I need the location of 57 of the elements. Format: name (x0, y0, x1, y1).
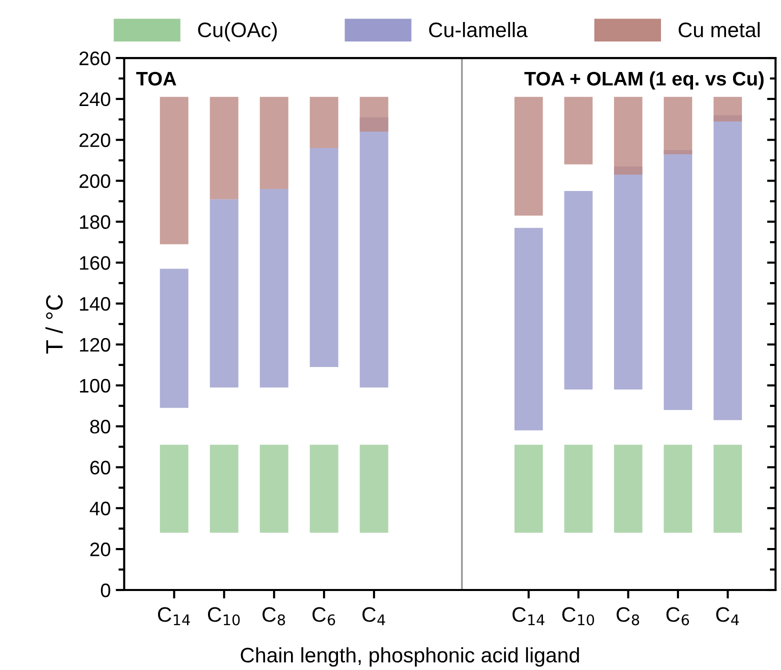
y-tick-label: 260 (80, 51, 110, 66)
legend-label: Cu(OAc) (198, 22, 277, 42)
bar (160, 444, 188, 533)
bar (310, 148, 338, 367)
bar (310, 444, 338, 533)
x-tick-label: C$_{4}$ (362, 607, 386, 626)
x-tick-label: C$_{10}$ (208, 607, 240, 626)
x-tick-label: C$_{6}$ (312, 607, 336, 626)
bar (514, 444, 543, 533)
bar (564, 444, 593, 533)
bar (714, 96, 742, 122)
bar (210, 96, 238, 200)
bar (664, 444, 692, 533)
x-tick-label: C$_{10}$ (562, 607, 594, 626)
y-tick-label: 200 (80, 174, 110, 188)
bar (564, 96, 593, 164)
x-tick-label: C$_{14}$ (158, 607, 190, 626)
bar (210, 444, 238, 533)
y-tick-label: 120 (80, 338, 110, 352)
bar (614, 444, 642, 533)
bar (160, 96, 188, 244)
text: TOA + OLAM (1 eq. vs Cu) (524, 71, 764, 90)
bar (614, 96, 642, 175)
text: TOA (136, 72, 176, 86)
bar (160, 268, 188, 408)
bar (210, 199, 238, 388)
y-tick-label: 80 (90, 420, 110, 434)
y-tick-label: 240 (80, 92, 110, 106)
y-tick-label: 160 (80, 256, 110, 270)
legend-label: Cu-lamella (429, 22, 528, 38)
y-tick-label: 60 (90, 460, 110, 474)
bar (564, 191, 593, 390)
bar (360, 96, 388, 132)
y-tick-label: 220 (80, 133, 110, 148)
x-tick-label: C$_{6}$ (666, 607, 689, 626)
x-tick-label: C$_{4}$ (716, 607, 739, 626)
y-tick-label: 20 (90, 542, 110, 556)
y-tick-label: 40 (90, 502, 110, 516)
x-tick-label: C$_{8}$ (616, 607, 640, 626)
bar (514, 96, 543, 216)
y-axis-title: T / °C (45, 294, 63, 354)
bar (664, 96, 692, 154)
bar (260, 96, 288, 189)
bar (260, 188, 288, 388)
legend-label: Cu metal (678, 22, 760, 38)
bar (514, 228, 543, 430)
y-tick-label: 100 (80, 378, 110, 393)
y-tick-label: 140 (80, 297, 110, 311)
bar (714, 444, 742, 533)
bar (310, 96, 338, 148)
x-axis-title: Chain length, phosphonic acid ligand (240, 647, 579, 667)
x-tick-label: C$_{8}$ (262, 607, 286, 626)
x-tick-label: C$_{14}$ (512, 607, 544, 626)
bar (260, 444, 288, 533)
y-tick-label: 0 (100, 583, 110, 598)
bar (360, 444, 388, 533)
y-tick-label: 180 (80, 215, 110, 229)
